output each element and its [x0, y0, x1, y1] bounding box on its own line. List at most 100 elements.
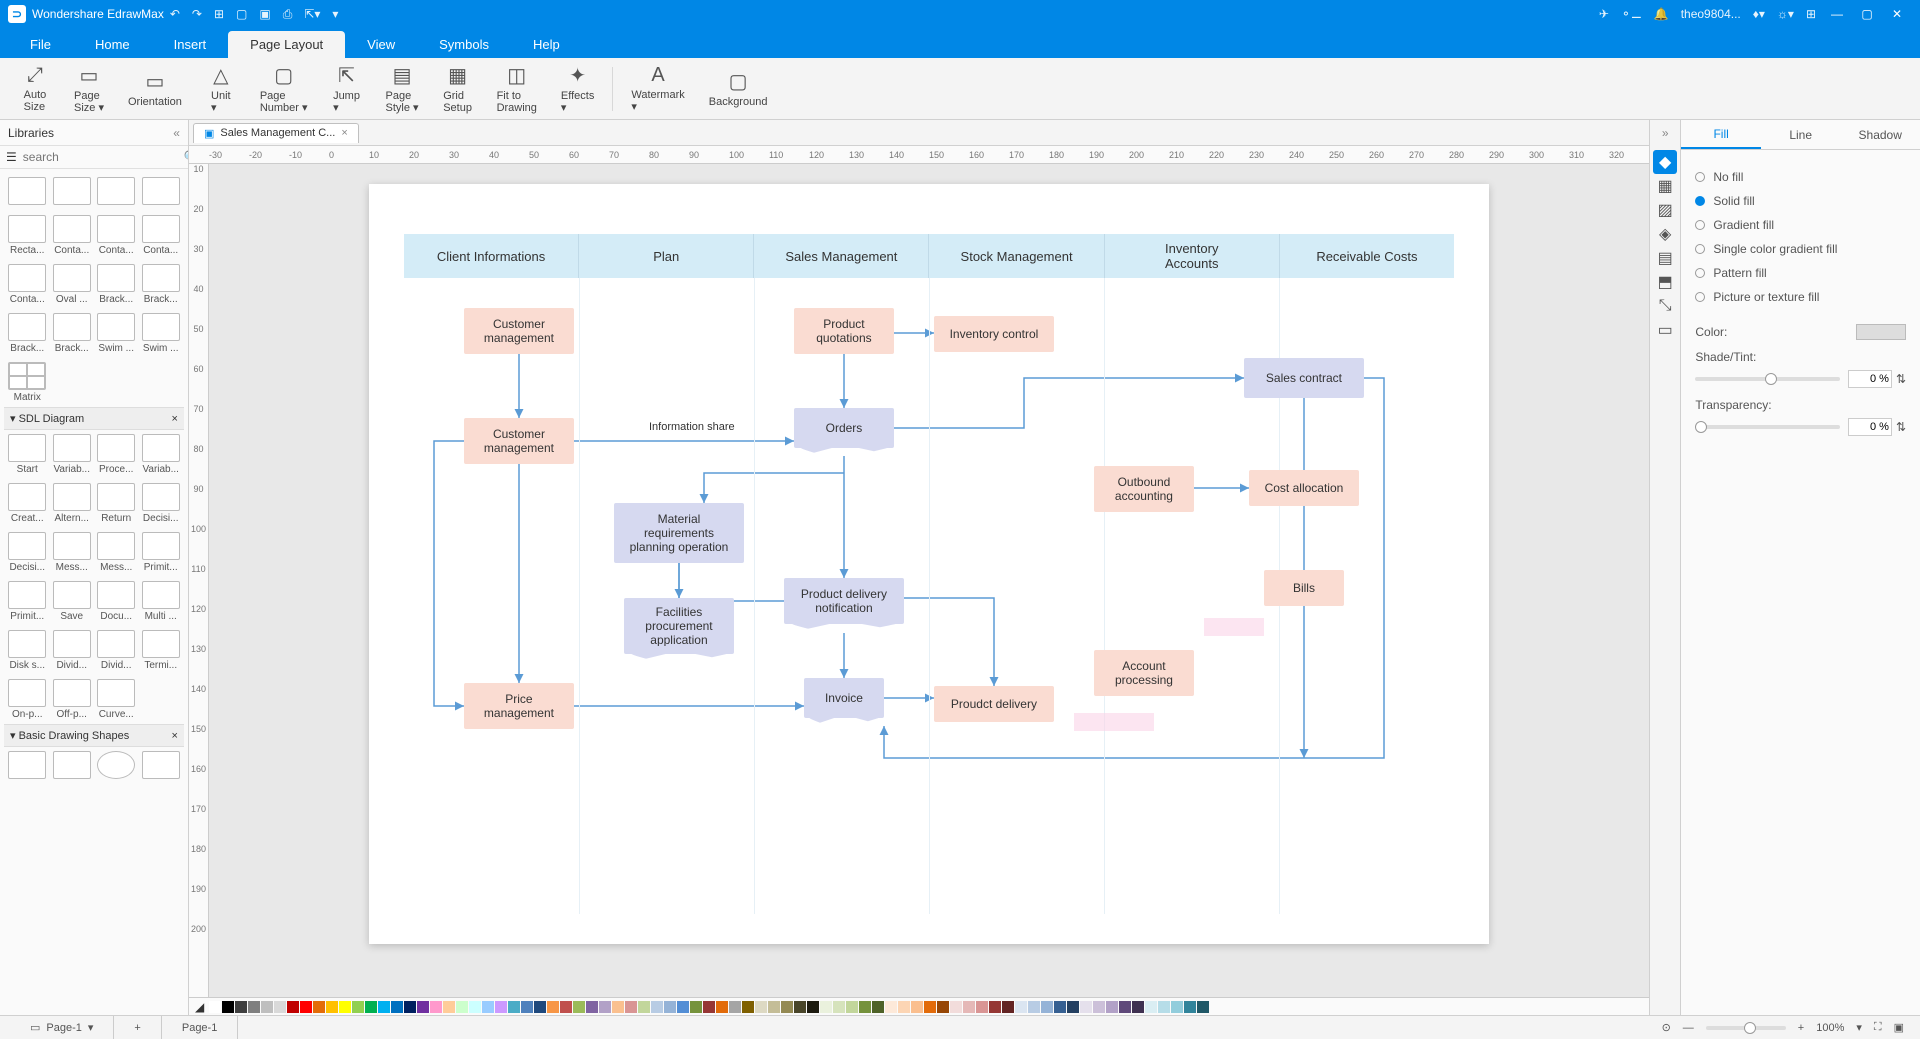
shape-Proce...[interactable]: Proce...: [95, 434, 137, 475]
close-section-icon[interactable]: ×: [172, 413, 178, 425]
node-cust2[interactable]: Customer management: [464, 418, 574, 464]
menu-file[interactable]: File: [8, 31, 73, 58]
color-swatch[interactable]: [1197, 1001, 1209, 1013]
fill-option[interactable]: Pattern fill: [1695, 266, 1906, 280]
color-swatch[interactable]: [235, 1001, 247, 1013]
shape-Save[interactable]: Save: [50, 581, 92, 622]
color-swatch[interactable]: [560, 1001, 572, 1013]
save-icon[interactable]: ▣: [259, 7, 270, 21]
zoom-in-button[interactable]: +: [1798, 1022, 1804, 1034]
color-swatch[interactable]: [599, 1001, 611, 1013]
sdl-section-header[interactable]: ▾ SDL Diagram ×: [4, 407, 184, 430]
page-tab-selector[interactable]: ▭ Page-1 ▾: [10, 1016, 114, 1039]
shape-On-p...[interactable]: On-p...: [6, 679, 48, 720]
color-swatch[interactable]: [222, 1001, 234, 1013]
fill-option[interactable]: Picture or texture fill: [1695, 290, 1906, 304]
shape-Termi...[interactable]: Termi...: [139, 630, 182, 671]
color-swatch[interactable]: [1080, 1001, 1092, 1013]
color-swatch[interactable]: [885, 1001, 897, 1013]
shade-input[interactable]: [1848, 370, 1892, 388]
shape-Creat...[interactable]: Creat...: [6, 483, 48, 524]
search-input[interactable]: [23, 150, 178, 164]
fill-option[interactable]: Single color gradient fill: [1695, 242, 1906, 256]
node-out[interactable]: Outbound accounting: [1094, 466, 1194, 512]
color-swatch[interactable]: [1184, 1001, 1196, 1013]
menu-home[interactable]: Home: [73, 31, 152, 58]
color-swatch[interactable]: [1028, 1001, 1040, 1013]
color-swatch[interactable]: [1093, 1001, 1105, 1013]
basic-section-header[interactable]: ▾ Basic Drawing Shapes ×: [4, 724, 184, 747]
color-swatch[interactable]: [963, 1001, 975, 1013]
share-icon[interactable]: ⚬⚊: [1621, 7, 1642, 21]
shape-Decisi...[interactable]: Decisi...: [6, 532, 48, 573]
menu-help[interactable]: Help: [511, 31, 582, 58]
sidetool-5[interactable]: ⬒: [1653, 270, 1677, 294]
color-swatch[interactable]: [911, 1001, 923, 1013]
color-swatch[interactable]: [339, 1001, 351, 1013]
color-swatch[interactable]: [664, 1001, 676, 1013]
color-swatch[interactable]: [989, 1001, 1001, 1013]
expand-panel-icon[interactable]: »: [1662, 126, 1669, 140]
shape-Swim ...[interactable]: Swim ...: [95, 313, 137, 354]
color-swatch[interactable]: [469, 1001, 481, 1013]
ribbon-jump[interactable]: ⇱Jump ▾: [322, 59, 372, 118]
color-swatch[interactable]: [846, 1001, 858, 1013]
shape-Swim ...[interactable]: Swim ...: [139, 313, 182, 354]
zoom-slider[interactable]: [1706, 1026, 1786, 1030]
color-swatch[interactable]: [352, 1001, 364, 1013]
color-swatch[interactable]: [976, 1001, 988, 1013]
minimize-button[interactable]: —: [1822, 7, 1852, 21]
color-swatch[interactable]: [300, 1001, 312, 1013]
node-invctl[interactable]: Inventory control: [934, 316, 1054, 352]
node-acc[interactable]: Account processing: [1094, 650, 1194, 696]
color-swatch[interactable]: [781, 1001, 793, 1013]
transparency-input[interactable]: [1848, 418, 1892, 436]
shape-Conta...[interactable]: Conta...: [6, 264, 48, 305]
color-swatch[interactable]: [638, 1001, 650, 1013]
maximize-button[interactable]: ▢: [1852, 7, 1882, 21]
color-swatch[interactable]: [313, 1001, 325, 1013]
color-swatch[interactable]: [248, 1001, 260, 1013]
ribbon-unit[interactable]: △Unit ▾: [196, 59, 246, 118]
shape-Altern...[interactable]: Altern...: [50, 483, 92, 524]
color-swatch[interactable]: [807, 1001, 819, 1013]
eyedropper-icon[interactable]: ◢: [195, 1000, 204, 1014]
shape-Primit...[interactable]: Primit...: [139, 532, 182, 573]
node-inv[interactable]: Invoice: [804, 678, 884, 718]
collapse-icon[interactable]: «: [173, 126, 180, 140]
document-tab[interactable]: ▣ Sales Management C... ×: [193, 123, 359, 143]
node-cust1[interactable]: Customer management: [464, 308, 574, 354]
shape-matrix[interactable]: Matrix: [6, 362, 48, 403]
ribbon-effects[interactable]: ✦Effects ▾: [551, 59, 604, 118]
color-swatch[interactable]: [547, 1001, 559, 1013]
ribbon-page[interactable]: ▢Page Number ▾: [250, 59, 318, 118]
page-tab[interactable]: Page-1: [162, 1016, 238, 1039]
node-pq[interactable]: Product quotations: [794, 308, 894, 354]
undo-icon[interactable]: ↶: [170, 7, 180, 21]
ribbon-fit-to[interactable]: ◫Fit to Drawing: [487, 59, 547, 118]
color-swatch[interactable]: [1002, 1001, 1014, 1013]
node-orders[interactable]: Orders: [794, 408, 894, 448]
node-pdn[interactable]: Product delivery notification: [784, 578, 904, 624]
sidetool-1[interactable]: ▦: [1653, 174, 1677, 198]
color-swatch[interactable]: [937, 1001, 949, 1013]
print-icon[interactable]: ⎙: [283, 7, 293, 22]
ribbon-grid[interactable]: ▦Grid Setup: [433, 59, 483, 118]
fit-page-icon[interactable]: ⛶: [1874, 1021, 1882, 1034]
dropdown-icon[interactable]: ▾: [88, 1021, 94, 1034]
color-swatch[interactable]: [924, 1001, 936, 1013]
fill-option[interactable]: No fill: [1695, 170, 1906, 184]
zoom-value[interactable]: 100%: [1816, 1022, 1844, 1034]
user-label[interactable]: theo9804...: [1681, 7, 1741, 21]
node-pd[interactable]: Proudct delivery: [934, 686, 1054, 722]
shape-Variab...[interactable]: Variab...: [139, 434, 182, 475]
shape-Docu...[interactable]: Docu...: [95, 581, 137, 622]
menu-symbols[interactable]: Symbols: [417, 31, 511, 58]
color-swatch[interactable]: [677, 1001, 689, 1013]
node-price[interactable]: Price management: [464, 683, 574, 729]
open-icon[interactable]: ▢: [236, 7, 247, 21]
properties-tab-fill[interactable]: Fill: [1681, 120, 1761, 149]
shape-Off-p...[interactable]: Off-p...: [50, 679, 92, 720]
shape-Brack...[interactable]: Brack...: [95, 264, 137, 305]
color-swatch[interactable]: [612, 1001, 624, 1013]
